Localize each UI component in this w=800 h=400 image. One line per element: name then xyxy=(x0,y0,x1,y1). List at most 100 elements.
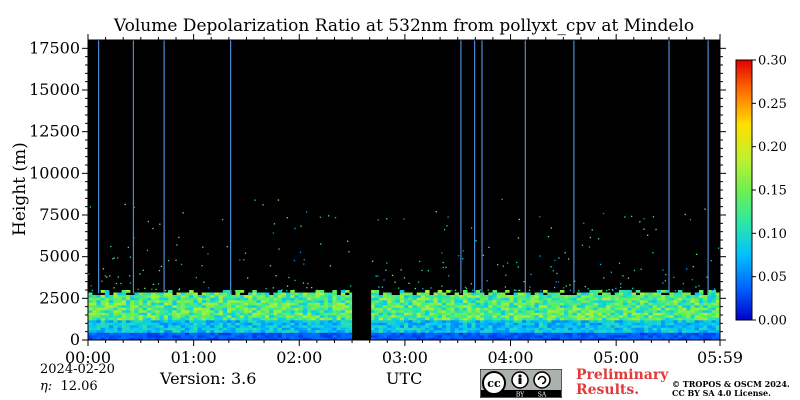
heatmap-cell xyxy=(290,310,295,313)
heatmap-cell xyxy=(530,317,535,321)
heatmap-cell xyxy=(690,327,696,331)
heatmap-cell xyxy=(441,330,447,333)
heatmap-cell xyxy=(589,337,594,341)
heatmap-cell xyxy=(281,312,287,316)
heatmap-cell xyxy=(349,335,354,338)
noise-point xyxy=(110,245,112,248)
heatmap-cell xyxy=(437,332,443,336)
heatmap-cell xyxy=(395,310,401,313)
heatmap-cell xyxy=(117,307,122,311)
heatmap-cell xyxy=(639,295,645,298)
heatmap-cell xyxy=(256,295,262,298)
heatmap-cell xyxy=(559,315,565,318)
heatmap-cell xyxy=(441,292,447,296)
noise-point xyxy=(540,290,542,292)
heatmap-cell xyxy=(521,295,527,298)
heatmap-cell xyxy=(593,307,599,311)
heatmap-cell xyxy=(307,305,312,308)
heatmap-cell xyxy=(336,325,342,328)
heatmap-cell xyxy=(399,335,405,338)
heatmap-cell xyxy=(526,305,531,308)
heatmap-cell xyxy=(151,337,156,341)
heatmap-cell xyxy=(656,292,662,296)
heatmap-cell xyxy=(273,327,278,331)
noise-point xyxy=(488,246,490,248)
heatmap-cell xyxy=(703,317,708,321)
heatmap-cell xyxy=(201,327,207,331)
heatmap-cell xyxy=(290,295,295,298)
heatmap-cell xyxy=(88,305,93,308)
heatmap-cell xyxy=(521,302,527,306)
heatmap-cell xyxy=(492,305,497,308)
heatmap-cell xyxy=(597,335,603,338)
heatmap-cell xyxy=(323,337,329,341)
heatmap-cell xyxy=(336,302,342,306)
heatmap-cell xyxy=(416,312,422,316)
heatmap-cell xyxy=(564,315,569,318)
heatmap-cell xyxy=(176,310,181,313)
heatmap-cell xyxy=(159,307,165,311)
heatmap-cell xyxy=(677,337,683,341)
heatmap-cell xyxy=(197,320,203,323)
heatmap-cell xyxy=(163,330,169,333)
heatmap-cell xyxy=(652,302,658,306)
heatmap-cell xyxy=(332,292,337,296)
y-tick-label: 10000 xyxy=(29,163,80,182)
heatmap-cell xyxy=(168,335,173,338)
heatmap-cell xyxy=(433,312,438,316)
heatmap-cell xyxy=(193,307,198,311)
heatmap-cell xyxy=(210,325,215,328)
heatmap-cell xyxy=(492,322,497,326)
heatmap-cell xyxy=(168,330,173,333)
heatmap-cell xyxy=(349,325,354,328)
heatmap-cell xyxy=(264,302,270,306)
noise-point xyxy=(254,199,256,201)
heatmap-cell xyxy=(395,300,401,303)
heatmap-cell xyxy=(669,297,674,301)
heatmap-cell xyxy=(580,337,586,341)
heatmap-cell xyxy=(248,300,253,303)
heatmap-cell xyxy=(269,325,274,328)
heatmap-cell xyxy=(547,307,552,311)
heatmap-cell xyxy=(231,332,236,336)
heatmap-cell xyxy=(201,307,207,311)
heatmap-cell xyxy=(163,335,169,338)
heatmap-cell xyxy=(509,305,514,308)
heatmap-cell xyxy=(555,327,561,331)
noise-point xyxy=(475,240,477,242)
heatmap-cell xyxy=(197,337,203,341)
heatmap-cell xyxy=(176,335,181,338)
heatmap-cell xyxy=(677,327,683,331)
heatmap-cell xyxy=(610,295,615,298)
noise-point xyxy=(569,284,571,286)
heatmap-cell xyxy=(328,330,333,333)
heatmap-cell xyxy=(475,292,481,296)
heatmap-cell xyxy=(142,322,148,326)
heatmap-cell xyxy=(307,330,312,333)
heatmap-cell xyxy=(416,297,422,301)
heatmap-cell xyxy=(543,322,548,326)
heatmap-cell xyxy=(243,320,249,323)
heatmap-cell xyxy=(370,302,375,306)
heatmap-cell xyxy=(130,300,135,303)
heatmap-cell xyxy=(159,337,165,341)
heatmap-cell xyxy=(538,327,544,331)
heatmap-cell xyxy=(294,317,299,321)
heatmap-cell xyxy=(639,312,645,316)
heatmap-cell xyxy=(408,305,413,308)
noise-point xyxy=(243,259,245,261)
heatmap-cell xyxy=(248,330,253,333)
heatmap-cell xyxy=(517,297,523,301)
heatmap-cell xyxy=(661,297,666,301)
heatmap-cell xyxy=(526,335,531,338)
heatmap-cell xyxy=(332,300,337,303)
heatmap-cell xyxy=(665,305,670,308)
heatmap-cell xyxy=(420,297,426,301)
heatmap-cell xyxy=(467,300,472,303)
heatmap-cell xyxy=(446,332,451,336)
heatmap-cell xyxy=(614,325,620,328)
heatmap-cell xyxy=(690,322,696,326)
heatmap-cell xyxy=(168,317,173,321)
heatmap-cell xyxy=(399,292,405,296)
heatmap-cell xyxy=(530,307,535,311)
